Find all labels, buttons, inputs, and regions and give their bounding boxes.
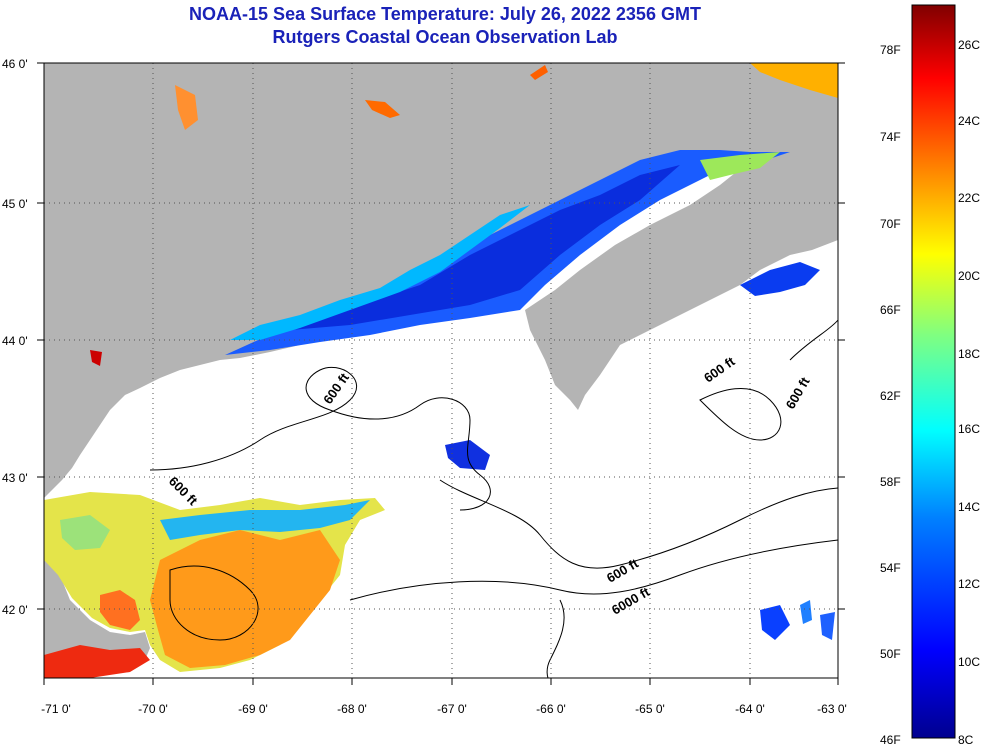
sst-patch-south-red <box>44 645 150 678</box>
f-label-46: 46F <box>880 733 901 747</box>
sst-patch-shore-cyan <box>230 205 530 340</box>
contour-basin <box>546 599 565 678</box>
sst-patch-east-3 <box>800 600 812 624</box>
longitude-labels: -71 0' -70 0' -69 0' -68 0' -67 0' -66 0… <box>41 702 847 716</box>
sst-patch-ns-east <box>740 262 820 296</box>
lon-label-6: -66 0' <box>536 702 566 716</box>
colorbar-f-labels: 78F 74F 70F 66F 62F 58F 54F 50F 46F <box>880 43 901 747</box>
lon-label-3: -69 0' <box>238 702 268 716</box>
contour-bank-georges <box>169 565 259 641</box>
c-label-24: 24C <box>958 114 980 128</box>
sst-patch-sw-green <box>60 515 110 550</box>
lon-label-8: -64 0' <box>735 702 765 716</box>
lon-label-1: -71 0' <box>41 702 71 716</box>
lat-label-1: 46 0' <box>2 57 28 71</box>
sst-patch-sw-cyan-band <box>160 500 370 540</box>
sst-patch-lake-1 <box>175 85 198 130</box>
c-label-10: 10C <box>958 655 980 669</box>
c-label-8: 8C <box>958 733 974 747</box>
f-label-62: 62F <box>880 389 901 403</box>
title-line-2: Rutgers Coastal Ocean Observation Lab <box>272 27 618 47</box>
f-label-54: 54F <box>880 561 901 575</box>
lat-label-2: 45 0' <box>2 197 28 211</box>
f-label-78: 78F <box>880 43 901 57</box>
lon-label-9: -63 0' <box>817 702 847 716</box>
sst-patch-lake-2 <box>365 100 400 118</box>
sst-patch-east-1 <box>760 605 790 640</box>
c-label-26: 26C <box>958 38 980 52</box>
lat-label-4: 43 0' <box>2 471 28 485</box>
contour-600-east <box>699 387 782 441</box>
sst-south-patches <box>44 492 385 678</box>
contour-600-far-east <box>789 319 838 361</box>
lat-label-3: 44 0' <box>2 334 28 348</box>
map-frame <box>43 62 839 679</box>
sst-patch-sw-orange <box>150 530 340 668</box>
lat-label-5: 42 0' <box>2 603 28 617</box>
map-ticks <box>37 62 845 685</box>
title-line-1: NOAA-15 Sea Surface Temperature: July 26… <box>189 4 701 24</box>
c-label-20: 20C <box>958 269 980 283</box>
f-label-50: 50F <box>880 647 901 661</box>
depth-contours <box>149 319 838 678</box>
latitude-labels: 46 0' 45 0' 44 0' 43 0' 42 0' <box>2 57 28 617</box>
sst-patch-ne-lake <box>530 65 548 80</box>
lon-label-2: -70 0' <box>138 702 168 716</box>
lon-label-4: -68 0' <box>337 702 367 716</box>
colorbar-c-labels: 26C 24C 22C 20C 18C 16C 14C 12C 10C 8C <box>958 38 980 747</box>
contour-6000 <box>349 539 838 601</box>
sst-patch-gulf-inner <box>290 165 680 330</box>
contour-600-west <box>149 366 491 511</box>
f-label-58: 58F <box>880 475 901 489</box>
contour-600-south <box>439 479 838 569</box>
sst-patch-cape-warm <box>100 590 140 630</box>
sst-patch-east-2 <box>820 612 835 640</box>
f-label-66: 66F <box>880 303 901 317</box>
sst-north-patches <box>90 63 838 640</box>
sst-patch-lake-3 <box>90 350 102 366</box>
f-label-74: 74F <box>880 130 901 144</box>
c-label-22: 22C <box>958 191 980 205</box>
c-label-18: 18C <box>958 347 980 361</box>
sst-patch-ne-warm <box>750 63 838 98</box>
f-label-70: 70F <box>880 217 901 231</box>
lon-label-5: -67 0' <box>437 702 467 716</box>
c-label-12: 12C <box>958 577 980 591</box>
sst-patch-fundy-green <box>700 152 780 180</box>
c-label-14: 14C <box>958 500 980 514</box>
colorbar <box>911 4 956 739</box>
c-label-16: 16C <box>958 422 980 436</box>
mainland-south-land <box>44 555 150 678</box>
lon-label-7: -65 0' <box>635 702 665 716</box>
